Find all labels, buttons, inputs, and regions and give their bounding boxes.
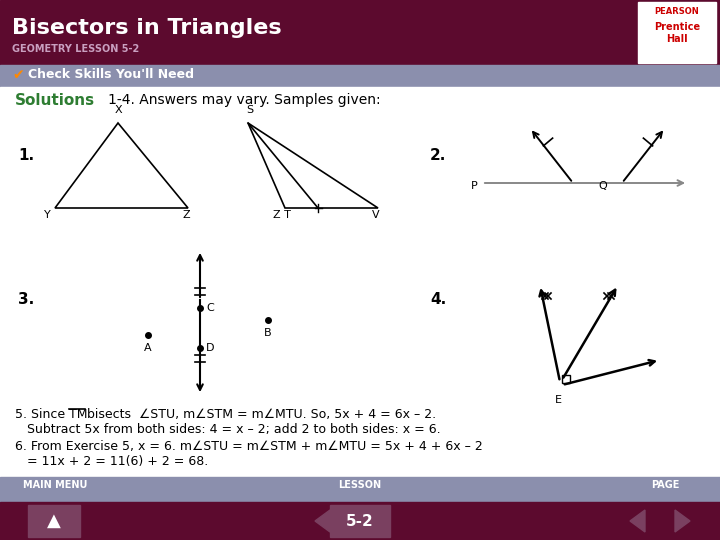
Text: V: V [372, 210, 380, 220]
Text: GEOMETRY LESSON 5-2: GEOMETRY LESSON 5-2 [12, 44, 139, 54]
Bar [0, 87, 720, 475]
Bar [0, 0, 720, 65]
Text: C: C [206, 303, 214, 313]
Text: Check Skills You'll Need: Check Skills You'll Need [28, 68, 194, 81]
Text: P: P [472, 181, 478, 191]
Text: PAGE: PAGE [651, 480, 679, 490]
Text: ✔: ✔ [12, 68, 24, 82]
Bar [28, 505, 80, 537]
Text: 5. Since: 5. Since [15, 408, 69, 421]
Bar [0, 502, 720, 540]
Text: 3.: 3. [18, 292, 35, 307]
Text: Q: Q [598, 181, 607, 191]
Text: 4.: 4. [430, 292, 446, 307]
Text: 5-2: 5-2 [346, 514, 374, 529]
Text: Solutions: Solutions [15, 93, 95, 108]
Text: bisects  ∠STU, m∠STM = m∠MTU. So, 5x + 4 = 6x – 2.: bisects ∠STU, m∠STM = m∠MTU. So, 5x + 4 … [87, 408, 436, 421]
Text: 6. From Exercise 5, x = 6. m∠STU = m∠STM + m∠MTU = 5x + 4 + 6x – 2: 6. From Exercise 5, x = 6. m∠STU = m∠STM… [15, 440, 482, 453]
Text: S: S [246, 105, 253, 115]
Text: PEARSON: PEARSON [654, 7, 699, 16]
Text: A: A [144, 343, 152, 353]
Bar [0, 65, 720, 87]
Text: X: X [114, 105, 122, 115]
Bar [638, 2, 716, 63]
Text: Z: Z [182, 210, 190, 220]
Text: D: D [206, 343, 215, 353]
Bar [0, 477, 720, 502]
Polygon shape [630, 510, 645, 532]
Text: Prentice
Hall: Prentice Hall [654, 22, 700, 44]
Polygon shape [375, 510, 390, 532]
Bar [330, 505, 390, 537]
Text: Z T: Z T [273, 210, 291, 220]
Text: = 11x + 2 = 11(6) + 2 = 68.: = 11x + 2 = 11(6) + 2 = 68. [15, 455, 208, 468]
Text: 2.: 2. [430, 148, 446, 163]
Text: ▲: ▲ [47, 512, 61, 530]
Text: LESSON: LESSON [338, 480, 382, 490]
Text: TM: TM [69, 408, 88, 421]
Text: 1-4. Answers may vary. Samples given:: 1-4. Answers may vary. Samples given: [108, 93, 381, 107]
Text: 1.: 1. [18, 148, 34, 163]
Text: Y: Y [44, 210, 50, 220]
Text: B: B [264, 328, 272, 338]
Text: Subtract 5x from both sides: 4 = x – 2; add 2 to both sides: x = 6.: Subtract 5x from both sides: 4 = x – 2; … [15, 423, 441, 436]
Bar [562, 375, 570, 383]
Polygon shape [315, 510, 330, 532]
Text: MAIN MENU: MAIN MENU [23, 480, 87, 490]
Polygon shape [675, 510, 690, 532]
Text: Bisectors in Triangles: Bisectors in Triangles [12, 18, 282, 38]
Text: E: E [554, 395, 562, 405]
